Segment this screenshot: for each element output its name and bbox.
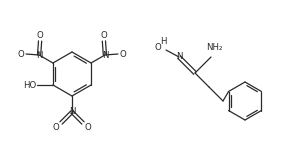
Text: O: O	[155, 42, 161, 52]
Text: O: O	[52, 123, 59, 132]
Text: HO: HO	[23, 81, 37, 90]
Text: H: H	[160, 37, 166, 45]
Text: NH₂: NH₂	[206, 42, 222, 52]
Text: N: N	[69, 107, 75, 116]
Text: O: O	[18, 49, 25, 58]
Text: O: O	[85, 123, 91, 132]
Text: N: N	[36, 50, 42, 59]
Text: O: O	[100, 30, 107, 40]
Text: N: N	[102, 50, 108, 59]
Text: O: O	[37, 30, 44, 40]
Text: N: N	[176, 52, 182, 61]
Text: O: O	[119, 49, 126, 58]
